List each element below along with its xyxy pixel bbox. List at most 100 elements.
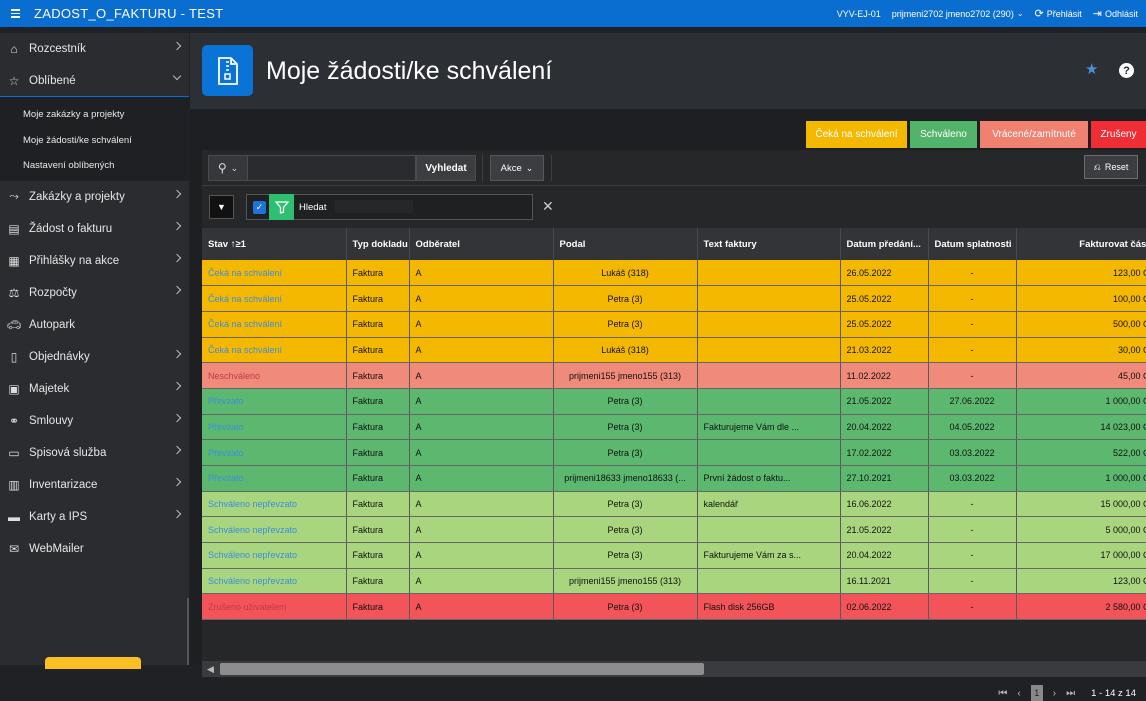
first-page-icon[interactable]: ⏮ bbox=[998, 687, 1008, 699]
sidebar-scrollbar[interactable] bbox=[187, 598, 189, 665]
status-button-pending[interactable]: Čeká na schválení bbox=[806, 121, 907, 148]
table-row[interactable]: Čeká na schválení Faktura A Petra (3) 25.05.… bbox=[202, 285, 1146, 312]
sidebar-item-zakazky[interactable]: ⤳ Zakázky a projekty bbox=[0, 181, 189, 213]
cell-stav[interactable]: Schváleno nepřevzato bbox=[202, 516, 347, 544]
table-row[interactable]: Čeká na schválení Faktura A Lukáš (318) 26.0… bbox=[202, 260, 1146, 287]
cell-stav[interactable]: Zrušeno uživatelem bbox=[202, 593, 347, 621]
sidebar-item-inventarizace[interactable]: ▥ Inventarizace bbox=[0, 469, 189, 501]
column-header-typ[interactable]: Typ dokladu bbox=[346, 228, 410, 260]
logout-button[interactable]: ⇥ Odhlásit bbox=[1093, 7, 1138, 20]
sidebar-item-smlouvy[interactable]: ⚭ Smlouvy bbox=[0, 405, 189, 437]
remove-filter-icon[interactable]: ✕ bbox=[542, 198, 554, 214]
table-row[interactable]: Schváleno nepřevzato Faktura A Petra (3) kal… bbox=[202, 491, 1146, 518]
sidebar-bottom-button[interactable] bbox=[45, 657, 141, 669]
sidebar-item-rozcestnik[interactable]: ⌂ Rozcestník bbox=[0, 33, 189, 65]
horizontal-scrollbar[interactable]: ◀ bbox=[202, 661, 1146, 677]
sidebar-item-karty[interactable]: ▬ Karty a IPS bbox=[0, 501, 189, 533]
sidebar-item-rozpocty[interactable]: ⚖ Rozpočty bbox=[0, 277, 189, 309]
cell-typ: Faktura bbox=[346, 388, 410, 415]
prev-page-icon[interactable]: ‹ bbox=[1017, 687, 1021, 699]
next-page-icon[interactable]: › bbox=[1052, 687, 1057, 699]
table-row[interactable]: Převzato Faktura A Petra (3) Fakturujeme Vám… bbox=[202, 414, 1146, 441]
last-page-icon[interactable]: ⏭ bbox=[1066, 687, 1076, 699]
cell-stav[interactable]: Převzato bbox=[202, 465, 347, 492]
status-button-approved[interactable]: Schváleno bbox=[910, 121, 977, 148]
filter-enabled-checkbox[interactable]: ✓ bbox=[253, 201, 266, 214]
sidebar-item-zadost[interactable]: ▤ Žádost o fakturu bbox=[0, 213, 189, 245]
sidebar-item-webmailer[interactable]: ✉ WebMailer bbox=[0, 533, 189, 565]
cell-stav[interactable]: Čeká na schválení bbox=[202, 337, 347, 364]
sidebar-subitem-my-projects[interactable]: Moje zakázky a projekty bbox=[23, 109, 125, 121]
filter-value[interactable] bbox=[335, 200, 413, 213]
cell-stav[interactable]: Schváleno nepřevzato bbox=[202, 491, 347, 518]
chevron-down-icon: ⌄ bbox=[230, 162, 239, 173]
status-button-returned[interactable]: Vrácené/zamítnuté bbox=[980, 121, 1088, 148]
sidebar-item-autopark[interactable]: 🚗︎ Autopark bbox=[0, 309, 189, 341]
actions-button[interactable]: Akce ⌄ bbox=[490, 155, 544, 181]
cell-text bbox=[697, 285, 841, 312]
cell-datum-predani: 21.05.2022 bbox=[840, 388, 929, 415]
page-title: Moje žádosti/ke schválení bbox=[266, 57, 553, 85]
cell-stav[interactable]: Převzato bbox=[202, 388, 347, 415]
table-row[interactable]: Převzato Faktura A Petra (3) 21.05.2022 27.06… bbox=[202, 388, 1146, 415]
table-row[interactable]: Zrušeno uživatelem Faktura A Petra (3) Flash… bbox=[202, 593, 1146, 621]
cell-stav[interactable]: Převzato bbox=[202, 439, 347, 466]
cell-stav[interactable]: Neschváleno bbox=[202, 362, 347, 389]
cell-podal: prijmeni155 jmeno155 (313) bbox=[553, 568, 698, 595]
column-header-podal[interactable]: Podal bbox=[553, 228, 698, 260]
sidebar-item-majetek[interactable]: ▣ Majetek bbox=[0, 373, 189, 405]
menu-toggle-icon[interactable] bbox=[4, 3, 26, 25]
table-row[interactable]: Čeká na schválení Faktura A Petra (3) 25.05.… bbox=[202, 311, 1146, 338]
help-icon[interactable]: ? bbox=[1119, 63, 1134, 78]
column-header-datum-predani[interactable]: Datum předání... bbox=[840, 228, 929, 260]
current-page[interactable]: 1 bbox=[1030, 685, 1043, 701]
cell-stav[interactable]: Čeká na schválení bbox=[202, 311, 347, 338]
table-row[interactable]: Převzato Faktura A Petra (3) 17.02.2022 03.03… bbox=[202, 439, 1146, 466]
table-row[interactable]: Čeká na schválení Faktura A Lukáš (318) 21.0… bbox=[202, 337, 1146, 364]
column-header-stav[interactable]: Stav ↑≥1 bbox=[202, 228, 347, 260]
pagination-range: 1 - 14 z 14 bbox=[1091, 687, 1136, 699]
column-header-castka[interactable]: Fakturovat část bbox=[1016, 228, 1146, 260]
sidebar-item-label: Oblíbené bbox=[29, 74, 76, 87]
sidebar-subitem-my-requests[interactable]: Moje žádosti/ke schválení bbox=[23, 134, 132, 146]
sidebar-item-oblibene[interactable]: ☆ Oblíbené bbox=[0, 65, 189, 97]
top-bar: ZADOST_O_FAKTURU - TEST VYV-EJ-01 prijme… bbox=[0, 0, 1146, 27]
column-header-odberatel[interactable]: Odběratel bbox=[409, 228, 554, 260]
table-row[interactable]: Schváleno nepřevzato Faktura A Petra (3) Fak… bbox=[202, 542, 1146, 569]
sidebar-subitem-favorites-settings[interactable]: Nastavení oblíbených bbox=[23, 160, 115, 172]
table-row[interactable]: Schváleno nepřevzato Faktura A Petra (3) 21.… bbox=[202, 516, 1146, 544]
cell-podal: Petra (3) bbox=[553, 414, 698, 441]
app-title[interactable]: ZADOST_O_FAKTURU - TEST bbox=[34, 6, 224, 21]
column-header-text[interactable]: Text faktury bbox=[697, 228, 841, 260]
chevron-right-icon bbox=[172, 413, 182, 422]
user-menu[interactable]: prijmeni2702 jmeno2702 (290) ⌄ bbox=[892, 9, 1024, 19]
filter-funnel-button[interactable] bbox=[269, 194, 294, 220]
cell-stav[interactable]: Čeká na schválení bbox=[202, 260, 347, 287]
cell-podal: prijmeni18633 jmeno18633 (... bbox=[553, 465, 698, 492]
scroll-left-icon[interactable]: ◀ bbox=[207, 664, 214, 674]
cell-stav[interactable]: Převzato bbox=[202, 414, 347, 441]
sidebar-item-objednavky[interactable]: ▯ Objednávky bbox=[0, 341, 189, 373]
search-column-selector[interactable]: ⚲ ⌄ bbox=[208, 155, 248, 181]
sidebar-item-prihlasky[interactable]: ▦ Přihlášky na akce bbox=[0, 245, 189, 277]
cell-typ: Faktura bbox=[346, 465, 410, 492]
cell-stav[interactable]: Čeká na schválení bbox=[202, 285, 347, 312]
status-button-cancelled[interactable]: Zrušeny bbox=[1091, 121, 1146, 148]
column-header-datum-splatnosti[interactable]: Datum splatnosti bbox=[928, 228, 1017, 260]
filter-chip: ✓ Hledat bbox=[246, 194, 533, 220]
cell-stav[interactable]: Schváleno nepřevzato bbox=[202, 568, 347, 595]
filter-toggle-button[interactable]: ▼ bbox=[209, 195, 234, 219]
report-table: Stav ↑≥1 Typ dokladu Odběratel Podal Tex… bbox=[202, 228, 1146, 621]
search-input[interactable] bbox=[248, 155, 416, 181]
sidebar-item-spisova[interactable]: ▭ Spisová služba bbox=[0, 437, 189, 469]
search-button[interactable]: Vyhledat bbox=[416, 155, 476, 181]
reset-button[interactable]: ⎌ Reset bbox=[1084, 155, 1138, 179]
cell-stav[interactable]: Schváleno nepřevzato bbox=[202, 542, 347, 569]
overview-button[interactable]: ⟳ Přehlásit bbox=[1035, 7, 1082, 20]
sidebar-item-label: Karty a IPS bbox=[29, 510, 88, 523]
favorite-star-icon[interactable]: ★ bbox=[1085, 61, 1099, 78]
caret-down-icon: ▼ bbox=[217, 202, 226, 212]
